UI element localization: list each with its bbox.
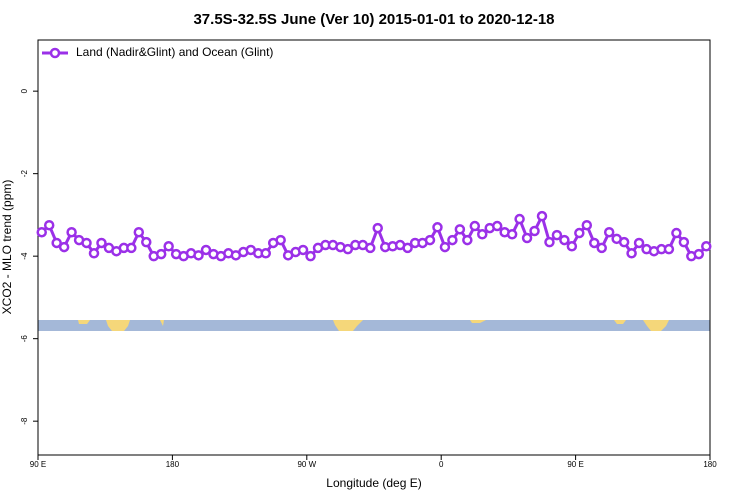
data-point bbox=[342, 243, 354, 255]
data-point bbox=[551, 229, 563, 241]
data-point bbox=[618, 236, 630, 248]
data-point bbox=[275, 234, 286, 246]
data-point bbox=[506, 229, 518, 240]
data-point bbox=[260, 248, 271, 259]
data-point bbox=[514, 213, 525, 225]
x-tick-label: 0 bbox=[439, 460, 444, 469]
data-point bbox=[36, 226, 47, 238]
data-point bbox=[574, 227, 585, 239]
y-axis-label: XCO2 - MLO trend (ppm) bbox=[0, 180, 14, 315]
data-point bbox=[193, 250, 204, 261]
data-point bbox=[462, 234, 473, 246]
data-point bbox=[454, 224, 466, 235]
x-tick-label: 180 bbox=[166, 460, 180, 469]
legend-label: Land (Nadir&Glint) and Ocean (Glint) bbox=[76, 45, 273, 59]
data-point bbox=[633, 237, 645, 249]
data-point bbox=[365, 242, 376, 254]
data-point bbox=[596, 242, 607, 254]
data-point bbox=[491, 220, 503, 232]
data-point bbox=[432, 222, 443, 233]
data-point bbox=[447, 234, 458, 246]
data-point bbox=[424, 234, 436, 246]
data-point bbox=[529, 225, 540, 237]
data-point bbox=[88, 248, 100, 259]
data-point bbox=[439, 241, 451, 253]
y-tick-label: -8 bbox=[20, 417, 29, 425]
map-strip bbox=[38, 320, 710, 331]
y-tick-label: 0 bbox=[20, 88, 29, 93]
data-point bbox=[126, 242, 137, 254]
data-point bbox=[566, 241, 578, 252]
data-point bbox=[544, 236, 555, 248]
data-point bbox=[96, 237, 107, 249]
data-point bbox=[581, 219, 593, 231]
chart-title: 37.5S-32.5S June (Ver 10) 2015-01-01 to … bbox=[193, 11, 554, 28]
data-point bbox=[678, 236, 690, 248]
x-axis-label: Longitude (deg E) bbox=[326, 476, 421, 490]
y-tick-label: -6 bbox=[20, 335, 29, 343]
x-tick-label: 90 W bbox=[297, 460, 316, 469]
data-point bbox=[51, 237, 62, 249]
data-point bbox=[671, 227, 682, 239]
data-point bbox=[163, 241, 174, 252]
data-point bbox=[141, 236, 152, 248]
data-point bbox=[297, 244, 309, 256]
data-point bbox=[469, 220, 481, 232]
data-point bbox=[626, 248, 637, 259]
data-point bbox=[81, 237, 92, 249]
data-point bbox=[58, 241, 70, 253]
data-point bbox=[133, 226, 145, 238]
data-point bbox=[66, 226, 77, 238]
x-tick-label: 90 E bbox=[30, 460, 46, 469]
data-point bbox=[521, 232, 533, 244]
data-point bbox=[536, 210, 548, 222]
data-point bbox=[402, 242, 413, 254]
data-point bbox=[372, 222, 383, 234]
data-point bbox=[663, 243, 675, 255]
y-tick-label: -4 bbox=[20, 252, 29, 260]
data-point bbox=[477, 229, 488, 240]
data-point bbox=[155, 248, 167, 260]
data-point bbox=[603, 226, 615, 238]
x-tick-label: 180 bbox=[703, 460, 717, 469]
data-point bbox=[701, 241, 712, 252]
x-tick-label: 90 E bbox=[567, 460, 583, 469]
data-point bbox=[43, 219, 55, 231]
legend-marker bbox=[49, 47, 61, 59]
data-point bbox=[200, 244, 212, 256]
data-point bbox=[693, 248, 705, 260]
y-tick-label: -2 bbox=[20, 170, 29, 178]
data-point bbox=[559, 234, 570, 246]
data-point bbox=[589, 237, 600, 249]
data-point bbox=[305, 250, 316, 262]
